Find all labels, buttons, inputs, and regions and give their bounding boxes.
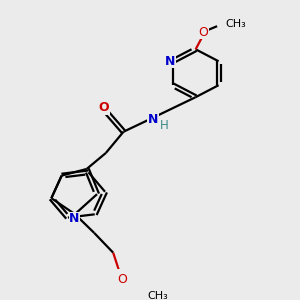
Text: N: N <box>69 212 80 225</box>
Text: N: N <box>148 113 158 126</box>
Text: CH₃: CH₃ <box>147 291 168 300</box>
Text: N: N <box>165 55 175 68</box>
Text: CH₃: CH₃ <box>225 19 246 29</box>
Text: H: H <box>160 119 168 132</box>
Text: O: O <box>98 101 109 114</box>
Text: O: O <box>198 26 208 38</box>
Text: O: O <box>117 273 127 286</box>
